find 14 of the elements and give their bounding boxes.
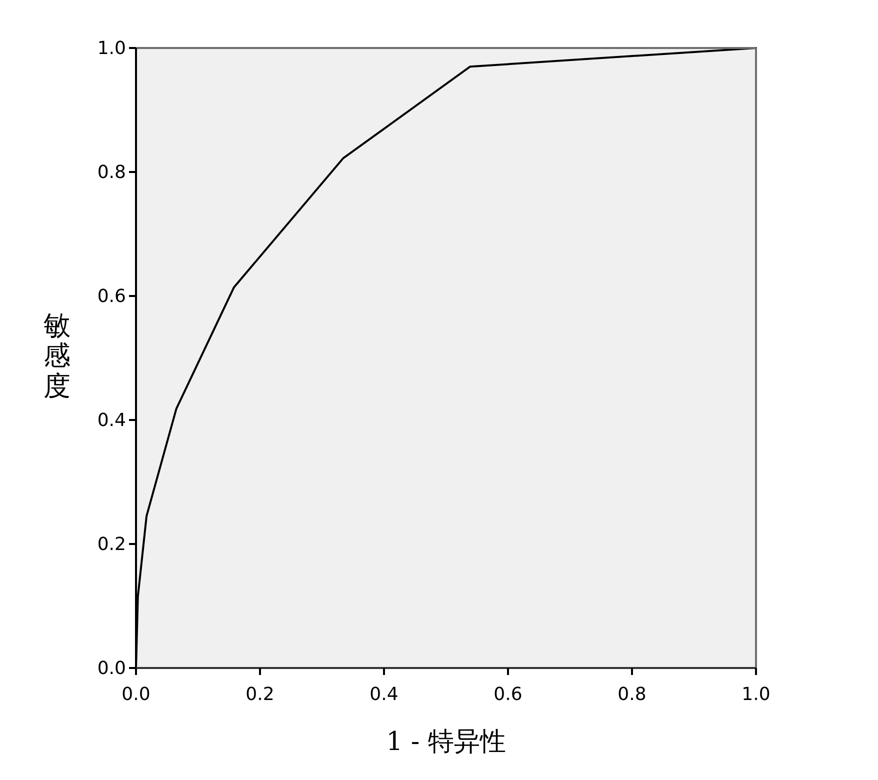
y-tick-label: 0.6	[97, 286, 126, 307]
y-tick-label: 0.2	[97, 534, 126, 555]
x-tick-label: 0.4	[370, 684, 398, 705]
x-tick-label: 0.0	[122, 684, 150, 705]
x-axis-title: 1 - 特异性	[386, 727, 506, 757]
y-axis-title: 敏感度	[44, 310, 70, 402]
x-tick-label: 0.2	[246, 684, 274, 705]
y-tick-label: 0.0	[97, 658, 126, 679]
y-tick-label: 1.0	[97, 38, 126, 59]
x-tick-label: 1.0	[742, 684, 770, 705]
x-tick-label: 0.8	[618, 684, 646, 705]
x-tick-label: 0.6	[494, 684, 522, 705]
y-tick-label: 0.4	[97, 410, 126, 431]
y-tick-label: 0.8	[97, 162, 126, 183]
